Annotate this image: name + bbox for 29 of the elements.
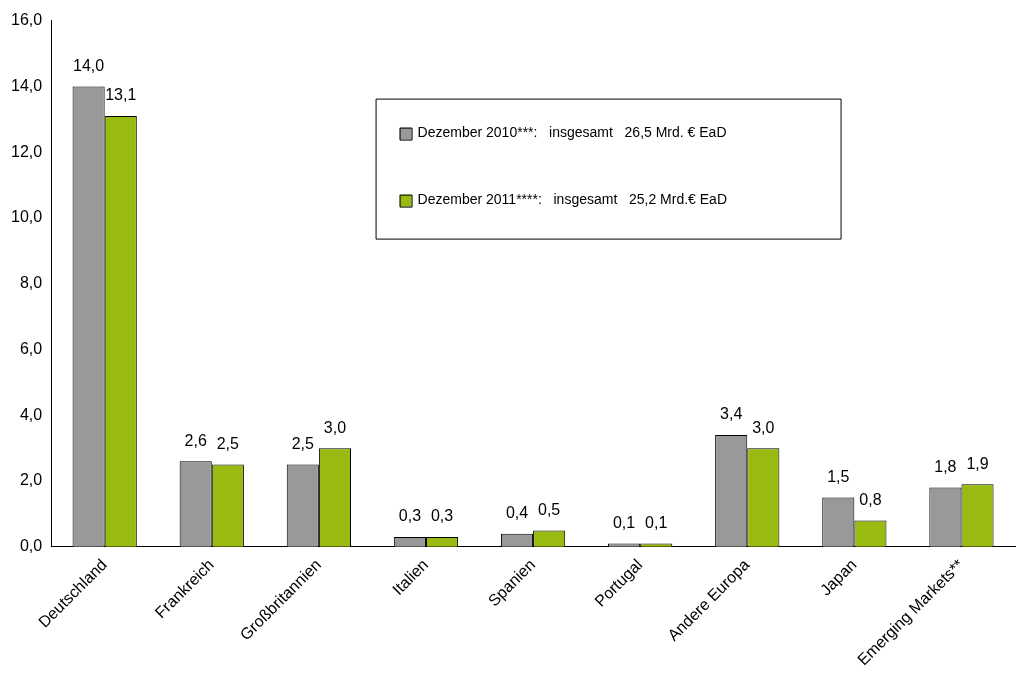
y-tick-label: 0,0	[19, 537, 43, 555]
data-label: 0,1	[612, 513, 636, 531]
data-label: 1,5	[827, 467, 850, 485]
data-label: 3,0	[752, 418, 775, 436]
data-label: 0,5	[538, 500, 561, 518]
y-tick-label: 16,0	[11, 11, 43, 29]
legend-label: Dezember 2010***: insgesamt 26,5 Mrd. € EaD	[417, 124, 727, 141]
y-tick-label: 4,0	[19, 405, 43, 423]
data-label: 14,0	[73, 56, 105, 74]
data-label: 2,6	[184, 431, 207, 449]
data-label: 1,8	[934, 458, 957, 476]
data-label: 3,0	[323, 418, 347, 436]
data-label: 3,4	[720, 405, 743, 423]
y-tick-label: 6,0	[19, 339, 43, 357]
y-tick-label: 14,0	[11, 76, 43, 94]
data-label: 0,4	[505, 504, 529, 522]
data-label: 0,3	[430, 507, 454, 525]
data-label: 1,9	[966, 454, 989, 472]
y-tick-label: 8,0	[19, 274, 43, 292]
data-label: 13,1	[105, 86, 137, 104]
y-tick-label: 10,0	[11, 208, 43, 226]
y-tick-label: 2,0	[19, 471, 43, 489]
data-label: 0,8	[859, 490, 882, 508]
data-label: 2,5	[291, 435, 315, 453]
data-label: 0,3	[398, 507, 422, 525]
data-label: 0,1	[645, 513, 668, 531]
legend-label: Dezember 2011****: insgesamt 25,2 Mrd.€ EaD	[417, 191, 728, 208]
data-label: 2,5	[216, 435, 240, 453]
y-tick-label: 12,0	[11, 142, 43, 160]
